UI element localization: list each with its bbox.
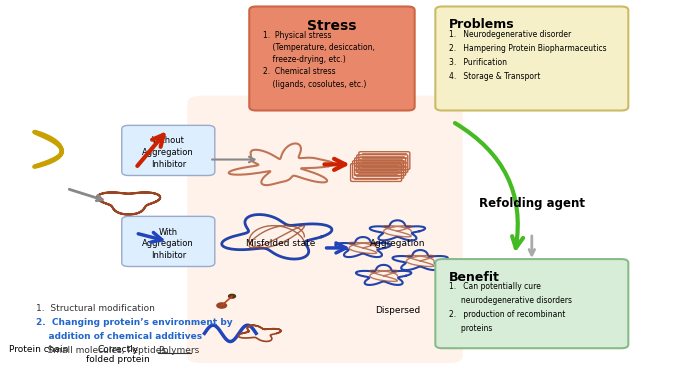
FancyBboxPatch shape (122, 126, 215, 176)
Text: Dispersed: Dispersed (374, 305, 420, 314)
Text: neurodegenerative disorders: neurodegenerative disorders (449, 296, 572, 305)
Text: Benefit: Benefit (449, 271, 500, 284)
Text: 1.  Physical stress: 1. Physical stress (263, 31, 332, 40)
Text: 1.   Can potentially cure: 1. Can potentially cure (449, 282, 541, 291)
Text: Aggregation: Aggregation (370, 239, 425, 248)
Text: Correctly
folded protein: Correctly folded protein (86, 345, 150, 364)
Text: 2.   Hampering Protein Biopharmaceutics: 2. Hampering Protein Biopharmaceutics (449, 44, 607, 53)
Text: Stress: Stress (307, 20, 357, 34)
FancyBboxPatch shape (435, 6, 629, 110)
Text: proteins: proteins (449, 325, 493, 333)
Text: addition of chemical additives: addition of chemical additives (36, 332, 202, 341)
Text: Protein chain: Protein chain (9, 345, 69, 354)
Text: 1.   Neurodegenerative disorder: 1. Neurodegenerative disorder (449, 29, 571, 38)
FancyBboxPatch shape (187, 96, 463, 363)
FancyBboxPatch shape (435, 259, 629, 348)
Text: Refolding agent: Refolding agent (479, 197, 584, 210)
Text: Inhibitor: Inhibitor (150, 251, 186, 260)
Text: (Temperature, desiccation,: (Temperature, desiccation, (263, 43, 375, 52)
Text: 2.  Changing protein’s environment by: 2. Changing protein’s environment by (36, 318, 232, 327)
Text: Aggregation: Aggregation (142, 149, 194, 157)
Text: 4.   Storage & Transport: 4. Storage & Transport (449, 72, 540, 81)
Text: 1.  Structural modification: 1. Structural modification (36, 303, 155, 313)
Text: freeze-drying, etc.): freeze-drying, etc.) (263, 55, 346, 64)
Circle shape (229, 294, 235, 298)
FancyBboxPatch shape (122, 216, 215, 267)
Text: 2.  Chemical stress: 2. Chemical stress (263, 67, 336, 77)
Text: Small molecules, Peptides,: Small molecules, Peptides, (36, 346, 172, 355)
Text: With: With (159, 227, 178, 236)
Text: 3.   Purification: 3. Purification (449, 58, 507, 67)
Text: Polymers: Polymers (158, 346, 200, 355)
Text: (ligands, cosolutes, etc.): (ligands, cosolutes, etc.) (263, 80, 366, 89)
FancyBboxPatch shape (249, 6, 414, 110)
Text: Problems: Problems (449, 18, 514, 31)
Text: Misfolded state: Misfolded state (246, 239, 315, 248)
FancyArrowPatch shape (455, 123, 523, 248)
Circle shape (217, 303, 227, 308)
Text: 2.   production of recombinant: 2. production of recombinant (449, 310, 566, 319)
Text: Aggregation: Aggregation (142, 239, 194, 248)
Text: Without: Without (152, 136, 185, 146)
Text: Inhibitor: Inhibitor (150, 160, 186, 169)
